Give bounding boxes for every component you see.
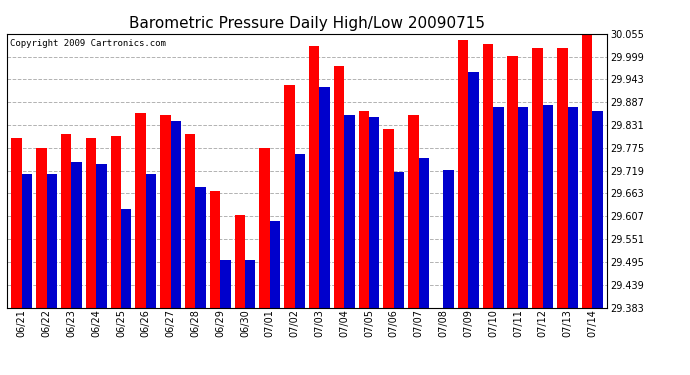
Bar: [543, 105, 553, 308]
Bar: [444, 170, 454, 308]
Bar: [22, 174, 32, 308]
Text: Copyright 2009 Cartronics.com: Copyright 2009 Cartronics.com: [10, 39, 166, 48]
Bar: [121, 209, 131, 308]
Bar: [235, 215, 245, 308]
Bar: [394, 172, 404, 308]
Bar: [507, 56, 518, 308]
Bar: [245, 260, 255, 308]
Bar: [319, 87, 330, 308]
Bar: [369, 117, 380, 308]
Bar: [518, 107, 529, 308]
Bar: [408, 115, 419, 308]
Bar: [61, 134, 71, 308]
Bar: [284, 85, 295, 308]
Bar: [96, 164, 107, 308]
Bar: [135, 113, 146, 308]
Bar: [210, 190, 220, 308]
Bar: [71, 162, 82, 308]
Bar: [582, 34, 592, 308]
Bar: [419, 158, 429, 308]
Bar: [270, 221, 280, 308]
Bar: [557, 48, 567, 308]
Bar: [259, 148, 270, 308]
Bar: [469, 72, 479, 308]
Bar: [433, 308, 444, 375]
Bar: [36, 148, 47, 308]
Bar: [359, 111, 369, 308]
Bar: [532, 48, 543, 308]
Bar: [110, 136, 121, 308]
Bar: [458, 40, 469, 308]
Bar: [334, 66, 344, 308]
Bar: [86, 138, 96, 308]
Bar: [47, 174, 57, 308]
Bar: [592, 111, 603, 308]
Title: Barometric Pressure Daily High/Low 20090715: Barometric Pressure Daily High/Low 20090…: [129, 16, 485, 31]
Bar: [170, 122, 181, 308]
Bar: [295, 154, 305, 308]
Bar: [483, 44, 493, 308]
Bar: [344, 115, 355, 308]
Bar: [195, 186, 206, 308]
Bar: [185, 134, 195, 308]
Bar: [309, 46, 319, 308]
Bar: [567, 107, 578, 308]
Bar: [493, 107, 504, 308]
Bar: [11, 138, 22, 308]
Bar: [220, 260, 230, 308]
Bar: [160, 115, 170, 308]
Bar: [384, 129, 394, 308]
Bar: [146, 174, 156, 308]
